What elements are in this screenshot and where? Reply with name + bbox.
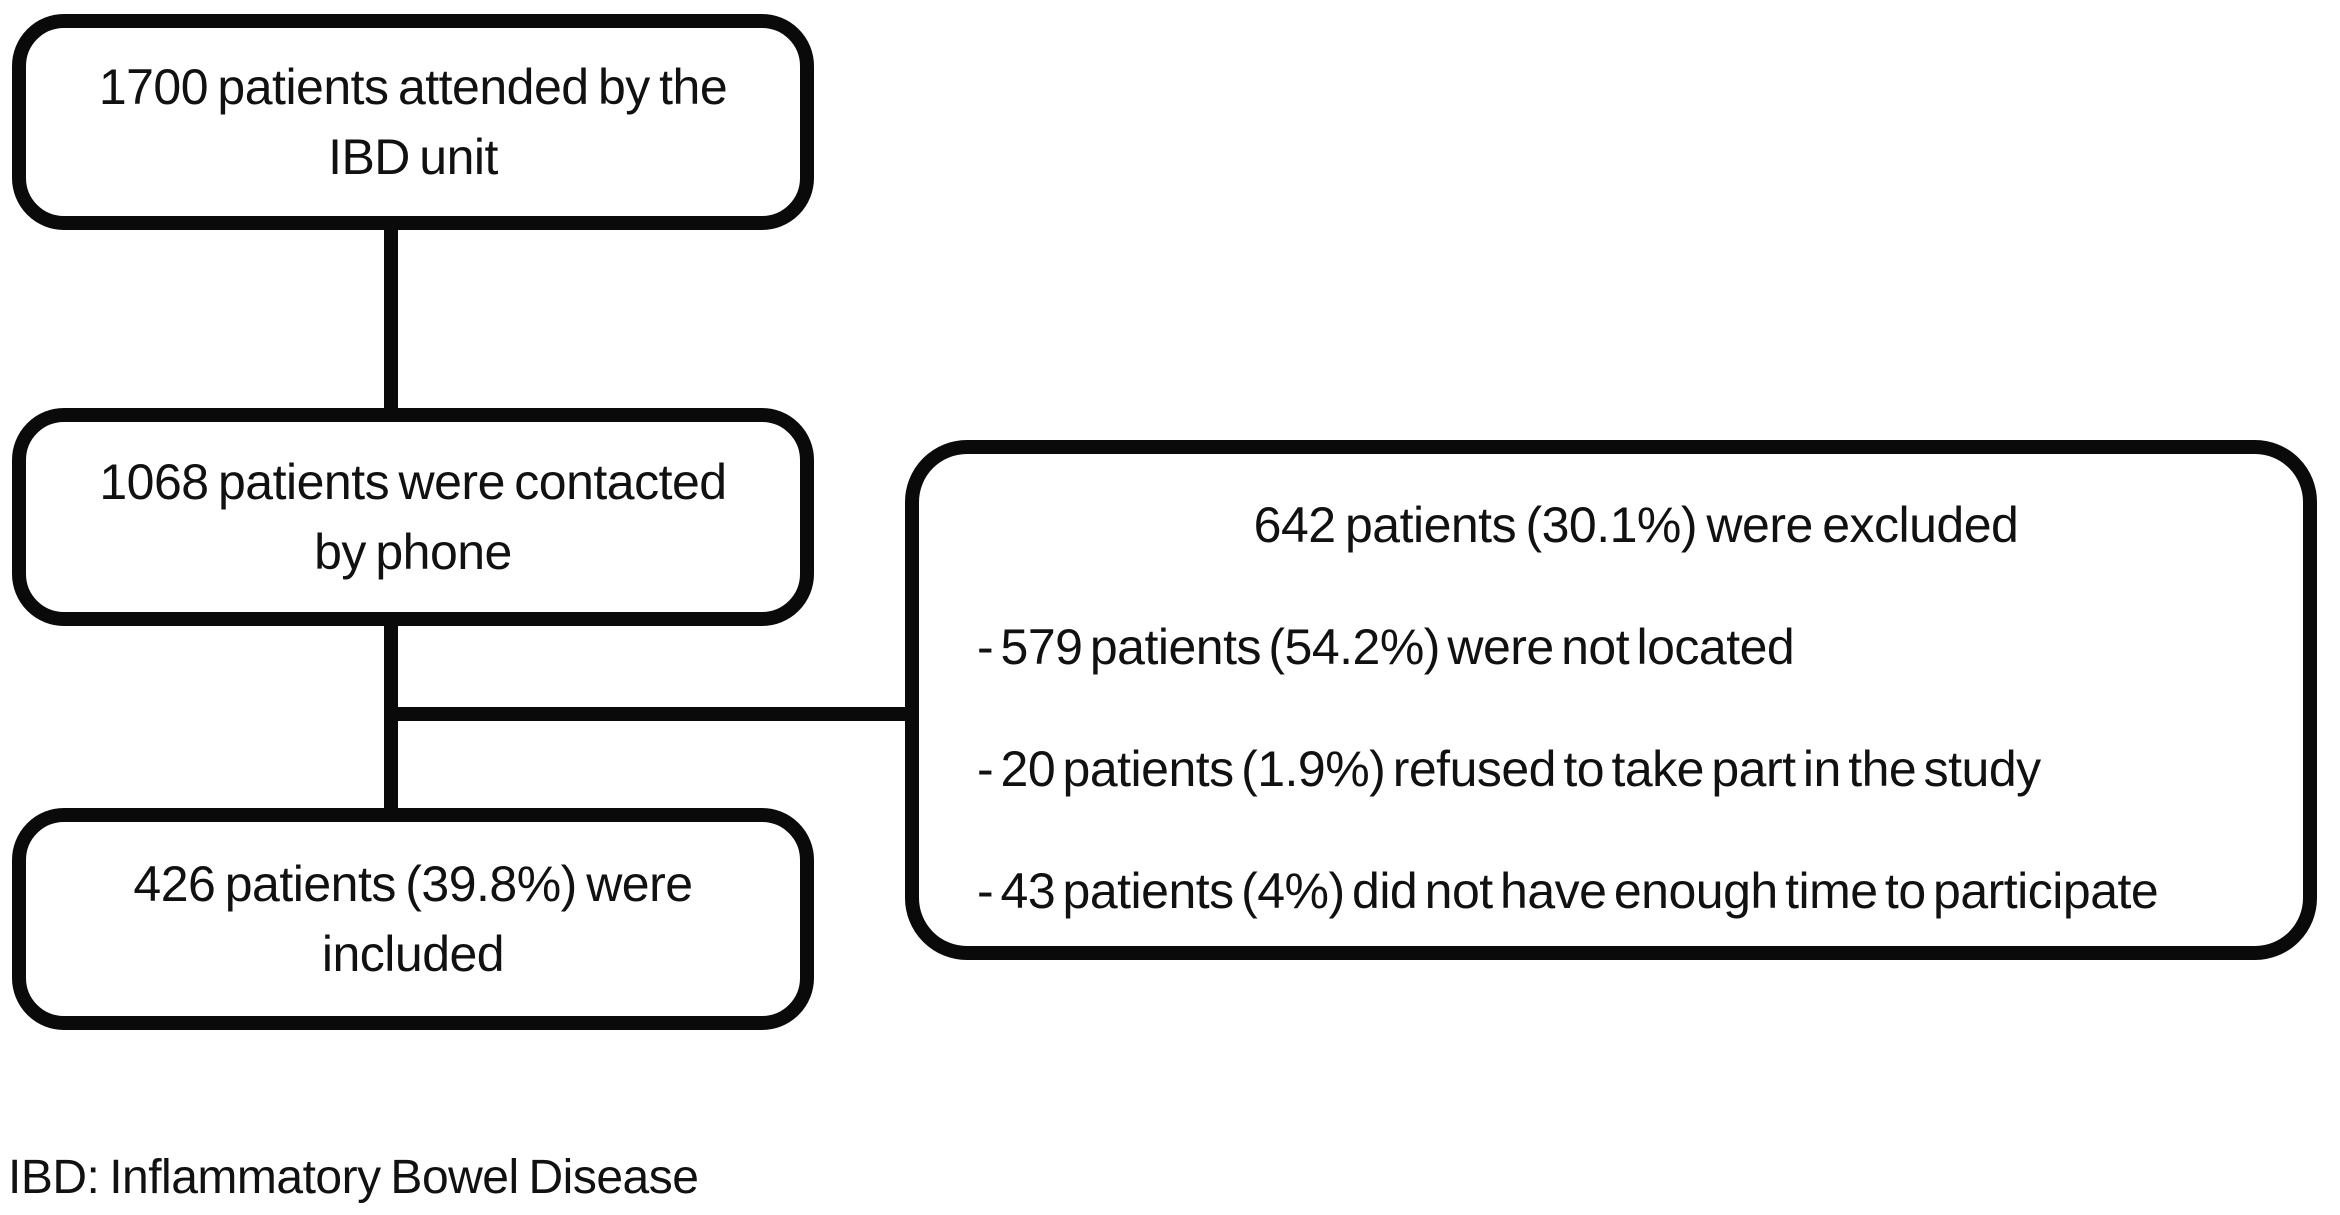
flow-node-included: 426 patients (39.8%) were included bbox=[12, 808, 814, 1030]
flow-node-attended: 1700 patients attended by the IBD unit bbox=[12, 14, 814, 230]
excluded-reason-no-time: - 43 patients (4%) did not have enough t… bbox=[977, 863, 2159, 919]
flow-node-contacted: 1068 patients were contacted by phone bbox=[12, 408, 814, 626]
connector-to-excluded-branch bbox=[391, 707, 915, 721]
flow-node-contacted-line2: by phone bbox=[314, 524, 512, 580]
flow-node-contacted-line1: 1068 patients were contacted bbox=[99, 454, 727, 510]
flow-node-included-line2: included bbox=[321, 926, 505, 982]
abbreviation-footnote: IBD: Inflammatory Bowel Disease bbox=[8, 1151, 699, 1204]
excluded-reason-not-located: - 579 patients (54.2%) were not located bbox=[977, 619, 1795, 675]
flow-node-included-line1: 426 patients (39.8%) were bbox=[133, 856, 693, 912]
flow-node-attended-line1: 1700 patients attended by the bbox=[98, 59, 728, 115]
connector-attended-to-contacted bbox=[384, 226, 398, 412]
flow-node-excluded: 642 patients (30.1%) were excluded - 579… bbox=[905, 440, 2317, 960]
flow-node-attended-line2: IBD unit bbox=[328, 129, 498, 185]
excluded-title: 642 patients (30.1%) were excluded bbox=[1253, 497, 2019, 553]
excluded-reason-refused: - 20 patients (1.9%) refused to take par… bbox=[977, 741, 2041, 797]
